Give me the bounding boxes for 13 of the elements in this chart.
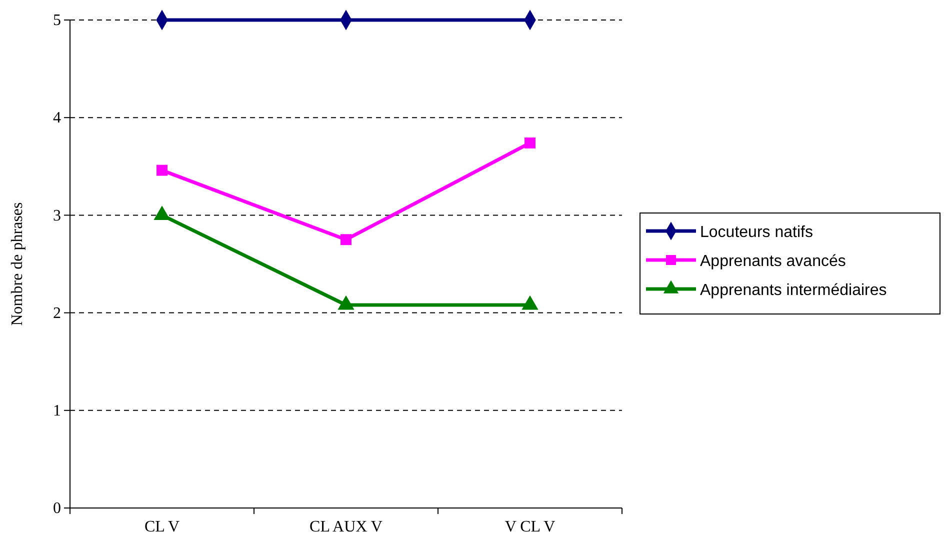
y-tick-label: 5 (53, 12, 61, 30)
y-tick-label: 2 (53, 304, 61, 322)
y-tick-label: 1 (53, 402, 61, 420)
legend-label: Apprenants avancés (700, 253, 846, 270)
x-tick-label: CL V (144, 518, 180, 536)
y-tick-label: 0 (53, 500, 61, 518)
y-tick-label: 4 (53, 110, 61, 127)
x-tick-label: CL AUX V (310, 518, 383, 536)
legend-label: Locuteurs natifs (700, 224, 813, 241)
x-tick-label: V CL V (504, 518, 556, 536)
y-axis-title: Nombre de phrases (9, 202, 26, 326)
legend-label: Apprenants intermédiaires (700, 282, 887, 299)
y-tick-label: 3 (53, 207, 61, 224)
